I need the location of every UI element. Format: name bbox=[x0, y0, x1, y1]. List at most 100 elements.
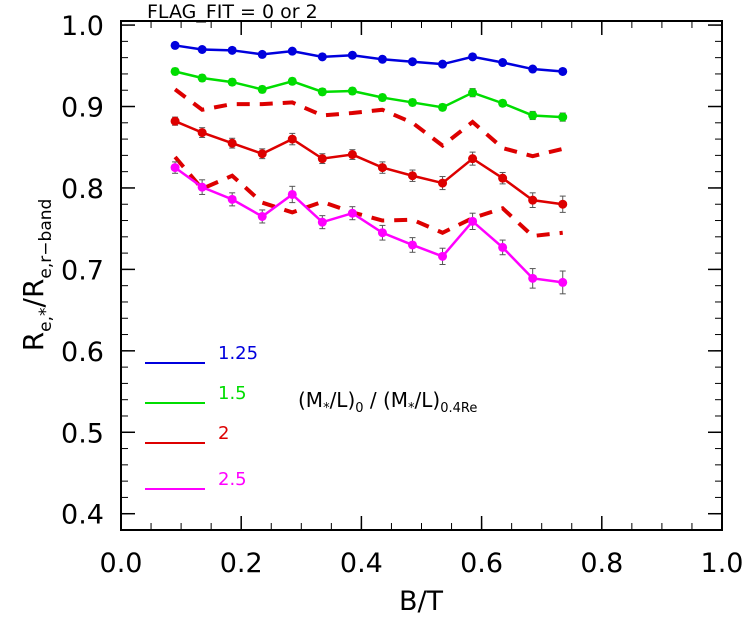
data-point bbox=[227, 194, 237, 204]
data-point bbox=[498, 98, 508, 108]
data-point bbox=[407, 57, 417, 67]
x-tick-label: 0.4 bbox=[340, 548, 383, 579]
data-point bbox=[170, 40, 180, 50]
data-point bbox=[257, 84, 267, 94]
dashed-line-1 bbox=[173, 87, 564, 159]
data-point bbox=[468, 216, 478, 226]
plot-frame bbox=[120, 20, 723, 531]
data-point bbox=[347, 208, 357, 218]
x-tick-label: 1.0 bbox=[701, 548, 744, 579]
y-label-sub2: e,r−band bbox=[36, 199, 56, 279]
data-point bbox=[377, 163, 387, 173]
data-point bbox=[317, 217, 327, 227]
axis-ticks bbox=[120, 21, 723, 530]
x-tick-label: 0.0 bbox=[100, 548, 143, 579]
data-point bbox=[468, 154, 478, 164]
data-point bbox=[438, 178, 448, 188]
data-point bbox=[558, 66, 568, 76]
data-point bbox=[407, 240, 417, 250]
data-point bbox=[257, 211, 267, 221]
data-point bbox=[468, 88, 478, 98]
series-line bbox=[174, 120, 563, 206]
x-tick-label: 0.8 bbox=[580, 548, 623, 579]
data-point bbox=[197, 45, 207, 55]
data-point bbox=[227, 45, 237, 55]
data-point bbox=[558, 112, 568, 122]
data-point bbox=[377, 54, 387, 64]
legend-title-sub-b: 0 bbox=[355, 401, 363, 416]
data-point bbox=[227, 138, 237, 148]
y-tick-label: 1.0 bbox=[61, 11, 104, 42]
data-point bbox=[197, 182, 207, 192]
y-tick-labels: 0.4 0.5 0.6 0.7 0.8 0.9 1.0 bbox=[61, 11, 104, 531]
data-point bbox=[498, 58, 508, 68]
legend: 1.25 1.5 2 2.5 bbox=[145, 343, 258, 490]
data-point bbox=[407, 171, 417, 181]
data-point bbox=[257, 49, 267, 59]
data-point bbox=[257, 149, 267, 159]
y-label-mid: /R bbox=[17, 279, 50, 308]
data-point bbox=[377, 228, 387, 238]
legend-title: (M*/L)0 / (M*/L)0.4Re bbox=[298, 388, 477, 416]
data-point bbox=[468, 52, 478, 62]
data-point bbox=[347, 86, 357, 96]
data-point bbox=[528, 195, 538, 205]
data-point bbox=[170, 163, 180, 173]
x-tick-labels: 0.0 0.2 0.4 0.6 0.8 1.0 bbox=[100, 548, 744, 579]
data-point bbox=[498, 173, 508, 183]
data-point bbox=[438, 102, 448, 112]
series-line bbox=[174, 44, 563, 73]
data-point bbox=[558, 277, 568, 287]
legend-title-sub-a: * bbox=[323, 401, 330, 416]
data-point bbox=[287, 76, 297, 86]
series-1.5 bbox=[170, 66, 568, 122]
data-point bbox=[438, 59, 448, 69]
data-point bbox=[227, 77, 237, 87]
legend-title-b: /L) bbox=[330, 388, 356, 412]
series-line bbox=[174, 70, 563, 119]
y-tick-label: 0.7 bbox=[61, 255, 104, 286]
legend-title-sub-d: 0.4Re bbox=[440, 401, 477, 416]
data-point bbox=[498, 242, 508, 252]
data-point bbox=[407, 97, 417, 107]
legend-title-sub-c: * bbox=[408, 401, 415, 416]
y-label-sub1: e,* bbox=[36, 307, 56, 331]
legend-label: 1.25 bbox=[218, 343, 258, 364]
legend-label: 1.5 bbox=[218, 383, 247, 404]
data-point bbox=[347, 50, 357, 60]
data-point bbox=[197, 128, 207, 138]
data-series bbox=[170, 40, 568, 295]
series-line bbox=[174, 166, 563, 284]
x-axis-label: B/T bbox=[399, 586, 444, 617]
data-point bbox=[287, 189, 297, 199]
legend-title-c: / (M bbox=[364, 388, 409, 412]
data-point bbox=[317, 154, 327, 164]
legend-title-d: /L) bbox=[415, 388, 441, 412]
data-point bbox=[287, 46, 297, 56]
y-tick-label: 0.5 bbox=[61, 418, 104, 449]
data-point bbox=[528, 273, 538, 283]
y-axis-label: Re,*/Re,r−band bbox=[17, 199, 56, 352]
data-point bbox=[528, 64, 538, 74]
x-tick-label: 0.2 bbox=[220, 548, 263, 579]
series-1.25 bbox=[170, 40, 568, 76]
dashed-lines bbox=[173, 87, 564, 239]
data-point bbox=[317, 87, 327, 97]
y-label-base: R bbox=[17, 332, 50, 351]
chart-title: FLAG_FIT = 0 or 2 bbox=[147, 1, 318, 23]
data-point bbox=[558, 199, 568, 209]
legend-label: 2 bbox=[218, 423, 229, 444]
data-point bbox=[197, 73, 207, 83]
data-point bbox=[170, 66, 180, 76]
data-point bbox=[287, 134, 297, 144]
series-2 bbox=[170, 116, 568, 213]
legend-label: 2.5 bbox=[218, 469, 247, 490]
y-tick-label: 0.8 bbox=[61, 174, 104, 205]
legend-title-a: (M bbox=[298, 388, 323, 412]
y-tick-label: 0.6 bbox=[61, 337, 104, 368]
data-point bbox=[347, 150, 357, 160]
data-point bbox=[438, 251, 448, 261]
x-tick-label: 0.6 bbox=[460, 548, 503, 579]
dashed-line-2 bbox=[173, 155, 563, 239]
